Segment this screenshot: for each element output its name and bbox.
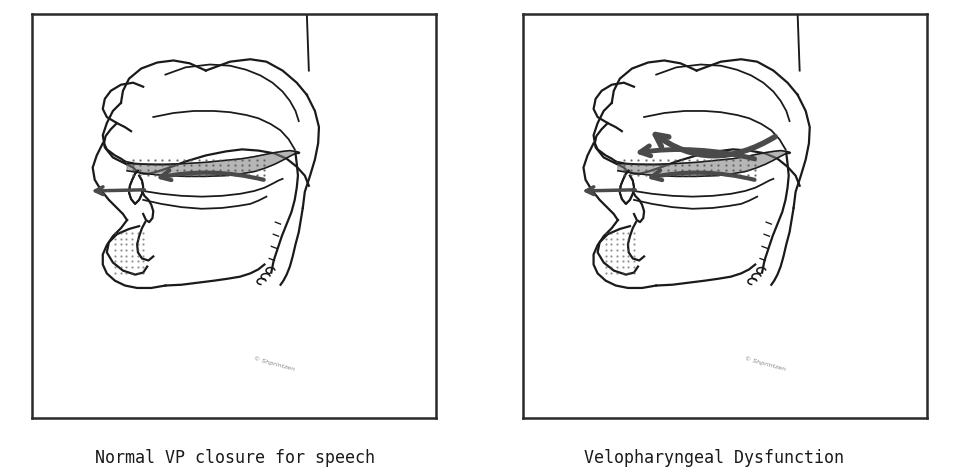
Text: Velopharyngeal Dysfunction: Velopharyngeal Dysfunction bbox=[584, 448, 845, 466]
Polygon shape bbox=[106, 227, 148, 275]
Polygon shape bbox=[597, 227, 638, 275]
Polygon shape bbox=[295, 152, 299, 154]
Polygon shape bbox=[786, 152, 790, 154]
Text: © Shprintzen: © Shprintzen bbox=[253, 355, 295, 371]
Polygon shape bbox=[618, 151, 786, 177]
Polygon shape bbox=[127, 151, 295, 177]
Polygon shape bbox=[633, 191, 644, 223]
Text: © Shprintzen: © Shprintzen bbox=[744, 355, 786, 371]
Text: Normal VP closure for speech: Normal VP closure for speech bbox=[95, 448, 375, 466]
Polygon shape bbox=[620, 171, 634, 205]
Polygon shape bbox=[129, 171, 143, 205]
Polygon shape bbox=[142, 191, 153, 223]
